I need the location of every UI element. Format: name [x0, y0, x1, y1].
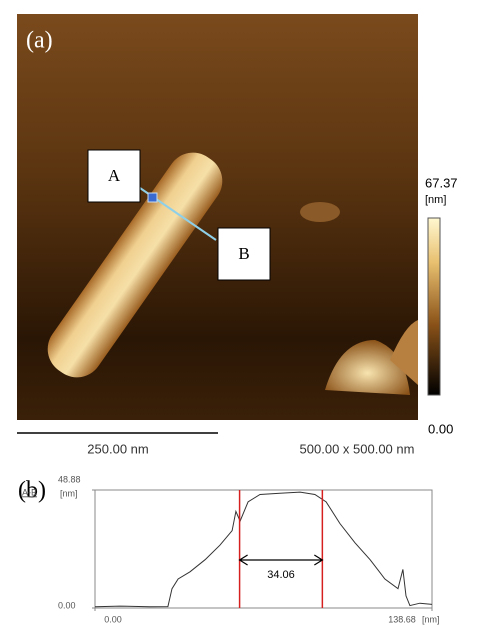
x-unit: [nm]	[422, 614, 440, 624]
colorbar	[428, 218, 440, 395]
marker-label: A	[108, 166, 121, 185]
profile-handle	[148, 193, 157, 202]
chart-title: A-B	[22, 487, 37, 497]
scale-bar-label: 250.00 nm	[87, 441, 148, 456]
colorbar-unit: [nm]	[425, 194, 446, 206]
panel-label: (a)	[26, 28, 53, 54]
colorbar-min: 0.00	[428, 421, 453, 436]
x-tick-label: 0.00	[104, 614, 122, 624]
y-tick-label: 0.00	[58, 600, 76, 610]
marker-label: B	[238, 244, 249, 263]
afm-feature	[300, 202, 340, 222]
figure: A B (a) 67.37 [nm] 0.00 250.00 nm 500.00…	[0, 0, 477, 628]
scan-size: 500.00 x 500.00 nm	[300, 441, 415, 456]
page: {"panel_a":{"label":"(a)","markers":["A"…	[0, 0, 477, 628]
x-tick-label: 138.68	[388, 614, 416, 624]
width-label: 34.06	[267, 569, 295, 581]
colorbar-max: 67.37	[425, 175, 458, 190]
plot-frame	[95, 490, 432, 608]
y-unit: [nm]	[60, 488, 78, 498]
y-tick-label: 48.88	[58, 474, 81, 484]
